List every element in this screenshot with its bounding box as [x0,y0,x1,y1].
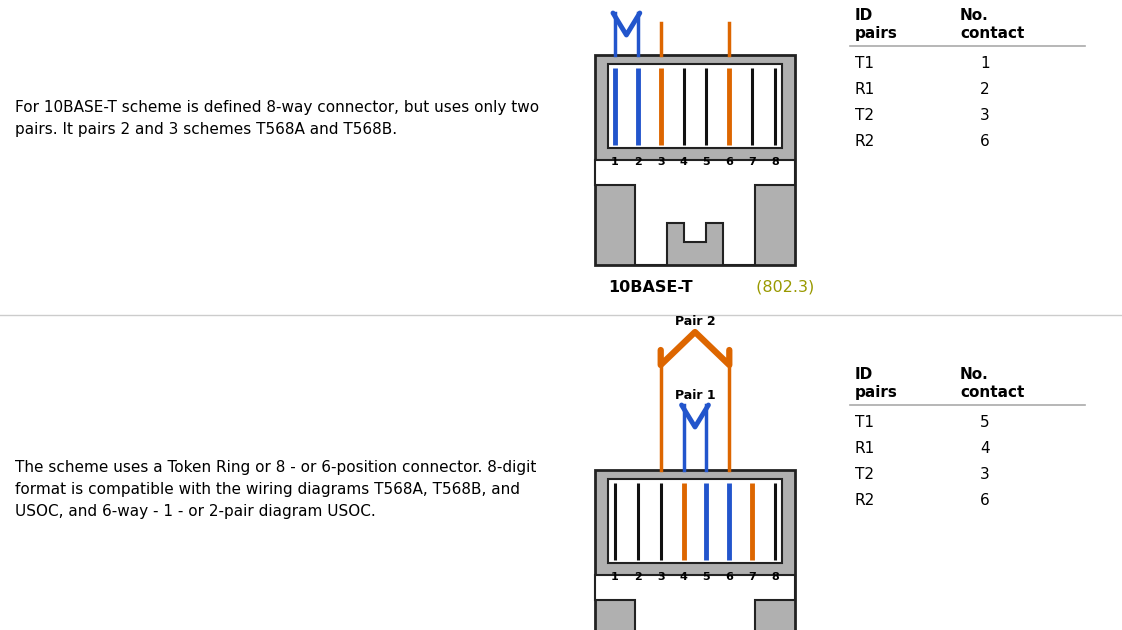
Text: T2: T2 [855,108,874,123]
Text: T1: T1 [855,415,874,430]
Text: Pair 1: Pair 1 [674,389,716,402]
Text: 5: 5 [702,157,710,167]
Text: 2: 2 [980,82,990,97]
Text: ID: ID [855,367,873,382]
Text: R1: R1 [855,82,875,97]
Text: 3: 3 [656,572,664,582]
Text: T2: T2 [855,467,874,482]
Text: 3: 3 [980,467,990,482]
Text: Pair 2: Pair 2 [674,315,716,328]
Polygon shape [595,160,795,265]
Text: The scheme uses a Token Ring or 8 - or 6-position connector. 8-digit: The scheme uses a Token Ring or 8 - or 6… [15,460,536,475]
Text: 6: 6 [725,157,734,167]
Text: 6: 6 [980,134,990,149]
Text: For 10BASE-T scheme is defined 8-way connector, but uses only two: For 10BASE-T scheme is defined 8-way con… [15,100,540,115]
Text: contact: contact [960,26,1024,41]
Text: contact: contact [960,385,1024,400]
Text: 2: 2 [634,572,642,582]
Text: 3: 3 [656,157,664,167]
Text: No.: No. [960,367,988,382]
Text: (802.3): (802.3) [751,280,815,295]
Text: 2: 2 [634,157,642,167]
Text: T1: T1 [855,56,874,71]
Text: 6: 6 [980,493,990,508]
Text: USOC, and 6-way - 1 - or 2-pair diagram USOC.: USOC, and 6-way - 1 - or 2-pair diagram … [15,504,376,519]
Text: 1: 1 [980,56,990,71]
Text: 7: 7 [748,572,756,582]
Text: 4: 4 [980,441,990,456]
Text: 5: 5 [702,572,710,582]
Polygon shape [595,575,795,630]
Text: 1: 1 [611,157,619,167]
Text: R2: R2 [855,134,875,149]
Text: 10BASE-T: 10BASE-T [608,280,693,295]
Text: R2: R2 [855,493,875,508]
Text: No.: No. [960,8,988,23]
Bar [595,470,795,630]
Text: 4: 4 [680,157,688,167]
Text: 4: 4 [680,572,688,582]
Text: pairs: pairs [855,385,898,400]
Text: 8: 8 [771,572,779,582]
Text: 1: 1 [611,572,619,582]
Text: 3: 3 [980,108,990,123]
Text: pairs: pairs [855,26,898,41]
Bar [608,64,782,149]
Text: 7: 7 [748,157,756,167]
Text: format is compatible with the wiring diagrams T568A, T568B, and: format is compatible with the wiring dia… [15,482,519,497]
Text: ID: ID [855,8,873,23]
Text: pairs. It pairs 2 and 3 schemes T568A and T568B.: pairs. It pairs 2 and 3 schemes T568A an… [15,122,397,137]
Bar [608,479,782,563]
Text: R1: R1 [855,441,875,456]
Bar [595,55,795,265]
Text: 8: 8 [771,157,779,167]
Text: 6: 6 [725,572,734,582]
Text: 5: 5 [980,415,990,430]
